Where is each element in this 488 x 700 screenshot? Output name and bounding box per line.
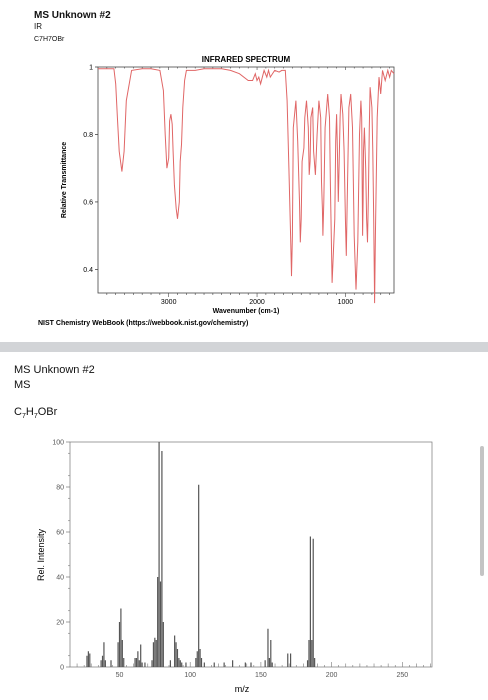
ir-chart: INFRARED SPECTRUM 0.4 0.6 0.8 1 3000 2000 100… <box>38 55 395 327</box>
ms-ylabel: Rel. Intensity <box>36 528 46 581</box>
ms-title: MS Unknown #2 <box>14 364 95 376</box>
ir-xlabel: Wavenumber (cm-1) <box>213 308 280 315</box>
ms-technique: MS <box>14 379 31 391</box>
ir-xtick-label: 3000 <box>161 299 177 306</box>
ms-xtick-label: 250 <box>396 672 408 679</box>
ir-plot-frame <box>97 66 395 294</box>
ms-chart: 0 20 40 60 80 100 50 100 150 200 250 m/z Rel. Int… <box>36 440 433 694</box>
ms-xlabel: m/z <box>235 684 250 694</box>
ms-ytick-label: 20 <box>56 620 64 627</box>
ir-footer: NIST Chemistry WebBook (https://webbook.… <box>38 320 248 327</box>
ms-plot-frame <box>69 441 433 668</box>
ir-ytick-label: 0.8 <box>83 132 93 139</box>
ir-xtick-label: 1000 <box>338 299 354 306</box>
ms-ytick-label: 80 <box>56 485 64 492</box>
ms-ytick-label: 0 <box>60 665 64 672</box>
ir-ytick-label: 0.6 <box>83 199 93 206</box>
ir-ytick-label: 0.4 <box>83 267 93 274</box>
ir-technique: IR <box>34 22 42 31</box>
ir-ylabel: Relative Transmittance <box>61 142 68 218</box>
ir-chart-title: INFRARED SPECTRUM <box>202 55 291 64</box>
ms-xtick-label: 200 <box>326 672 338 679</box>
ir-xtick-label: 2000 <box>249 299 265 306</box>
ms-ytick-label: 60 <box>56 530 64 537</box>
ir-spectrum-line <box>98 68 395 304</box>
ir-title: MS Unknown #2 <box>34 10 111 21</box>
ir-ytick-label: 1 <box>89 65 93 72</box>
ms-formula: C7H7OBr <box>14 406 58 421</box>
ms-xtick-label: 150 <box>255 672 267 679</box>
ir-formula: C7H7OBr <box>34 36 65 43</box>
section-divider <box>0 342 488 352</box>
scrollbar[interactable] <box>480 446 484 576</box>
ms-xtick-label: 100 <box>184 672 196 679</box>
ms-xtick-label: 50 <box>116 672 124 679</box>
ms-ytick-label: 40 <box>56 575 64 582</box>
ms-ytick-label: 100 <box>52 440 64 447</box>
